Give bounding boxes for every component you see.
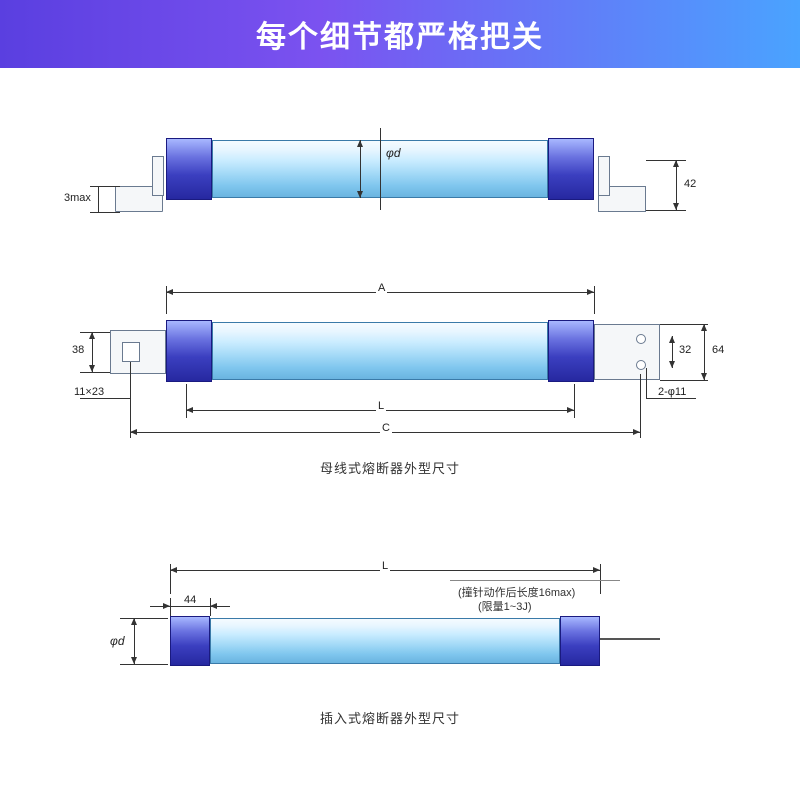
- d1-left-ext1: [90, 186, 120, 187]
- d3-tube: [210, 618, 560, 664]
- d2-cap-right: [548, 320, 594, 382]
- d3-44-extL: [170, 598, 171, 616]
- d3-44-line: [150, 606, 230, 607]
- d2-A-arrR: [587, 289, 594, 295]
- d3-phid-ext1: [120, 618, 168, 619]
- d1-right-ext2: [646, 210, 686, 211]
- diagram-top: φd 3max 42: [0, 98, 800, 248]
- d3-44-text: 44: [182, 594, 198, 606]
- d1-cap-right: [548, 138, 594, 200]
- d3-striker-pin: [600, 638, 660, 640]
- d2-L-text: L: [376, 400, 386, 412]
- d2-L-ar: [567, 407, 574, 413]
- d3-note2: (限量1~3J): [476, 598, 534, 614]
- d2-holes-leader-v: [646, 368, 647, 398]
- d2-A-extR: [594, 286, 595, 314]
- d1-left-dim: [98, 186, 99, 212]
- d2-32-ad: [669, 361, 675, 368]
- d2-A-text: A: [376, 282, 387, 294]
- d2-C-text: C: [380, 422, 392, 434]
- d2-C-extR: [640, 374, 641, 438]
- d2-64-text: 64: [710, 344, 726, 356]
- d2-slot-text: 11×23: [72, 386, 106, 398]
- d3-cap-right: [560, 616, 600, 666]
- d3-44-arL: [163, 603, 170, 609]
- top-banner: 每个细节都严格把关: [0, 0, 800, 68]
- d3-cap-left: [170, 616, 210, 666]
- d3-44-arR: [210, 603, 217, 609]
- d1-left-ext2: [90, 212, 120, 213]
- d2-holes-text: 2-φ11: [656, 386, 688, 398]
- d3-L-text: L: [380, 560, 390, 572]
- d2-cap-left: [166, 320, 212, 382]
- d1-phid-arrow-u: [357, 140, 363, 147]
- diagram-middle: A 38 11×23 32 64: [0, 278, 800, 508]
- d2-C-ar: [633, 429, 640, 435]
- d3-L-al: [170, 567, 177, 573]
- d3-phid-ad: [131, 657, 137, 664]
- d2-38-arrd: [89, 365, 95, 372]
- d2-L-al: [186, 407, 193, 413]
- d2-38-ext2: [80, 372, 110, 373]
- d2-64-ad: [701, 373, 707, 380]
- d3-caption: 插入式熔断器外型尺寸: [320, 708, 460, 727]
- d1-right-arrow-d: [673, 203, 679, 210]
- d2-64-line: [704, 324, 705, 380]
- d1-right-bracket-up: [598, 156, 610, 196]
- d2-38-text: 38: [70, 344, 86, 356]
- d2-caption: 母线式熔断器外型尺寸: [320, 458, 460, 477]
- d2-right-hole2: [636, 360, 646, 370]
- d2-L-extR: [574, 384, 575, 418]
- d2-38-arru: [89, 332, 95, 339]
- d1-centerline: [380, 128, 381, 210]
- d2-slot-leader: [80, 398, 130, 399]
- d1-phid-dim: [360, 140, 361, 198]
- page-canvas: φd 3max 42 A: [0, 68, 800, 800]
- d3-note-divider: [450, 580, 620, 581]
- d2-right-tab: [594, 324, 660, 380]
- d1-phid-arrow-d: [357, 191, 363, 198]
- d3-L-ar: [593, 567, 600, 573]
- d1-phi-d: φd: [386, 146, 401, 160]
- banner-text: 每个细节都严格把关: [256, 12, 544, 56]
- d3-phid-ext2: [120, 664, 168, 665]
- d2-64-ext2: [660, 380, 708, 381]
- diagram-bottom: L (撞针动作后长度16max) (限量1~3J) 44 φd 插入式熔断器外型…: [0, 558, 800, 778]
- d3-phid-au: [131, 618, 137, 625]
- d3-L-extR: [600, 564, 601, 594]
- d1-cap-left: [166, 138, 212, 200]
- d2-holes-leader: [646, 398, 696, 399]
- d1-right-ext1: [646, 160, 686, 161]
- d1-right-arrow-u: [673, 160, 679, 167]
- d2-A-arrL: [166, 289, 173, 295]
- d2-64-au: [701, 324, 707, 331]
- d2-32-text: 32: [677, 344, 693, 356]
- d2-tube: [212, 322, 548, 380]
- d1-right-dim-text: 42: [682, 178, 698, 190]
- d2-left-slot: [122, 342, 140, 362]
- d2-38-ext1: [80, 332, 110, 333]
- d2-32-au: [669, 336, 675, 343]
- d1-left-dim-text: 3max: [62, 192, 93, 204]
- d2-right-hole1: [636, 334, 646, 344]
- d1-left-bracket-up: [152, 156, 164, 196]
- d2-C-al: [130, 429, 137, 435]
- d3-phid-text: φd: [110, 634, 125, 648]
